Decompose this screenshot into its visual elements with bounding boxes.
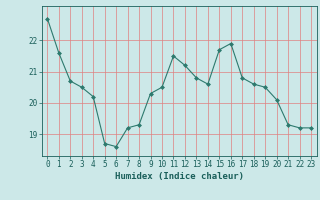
X-axis label: Humidex (Indice chaleur): Humidex (Indice chaleur): [115, 172, 244, 181]
